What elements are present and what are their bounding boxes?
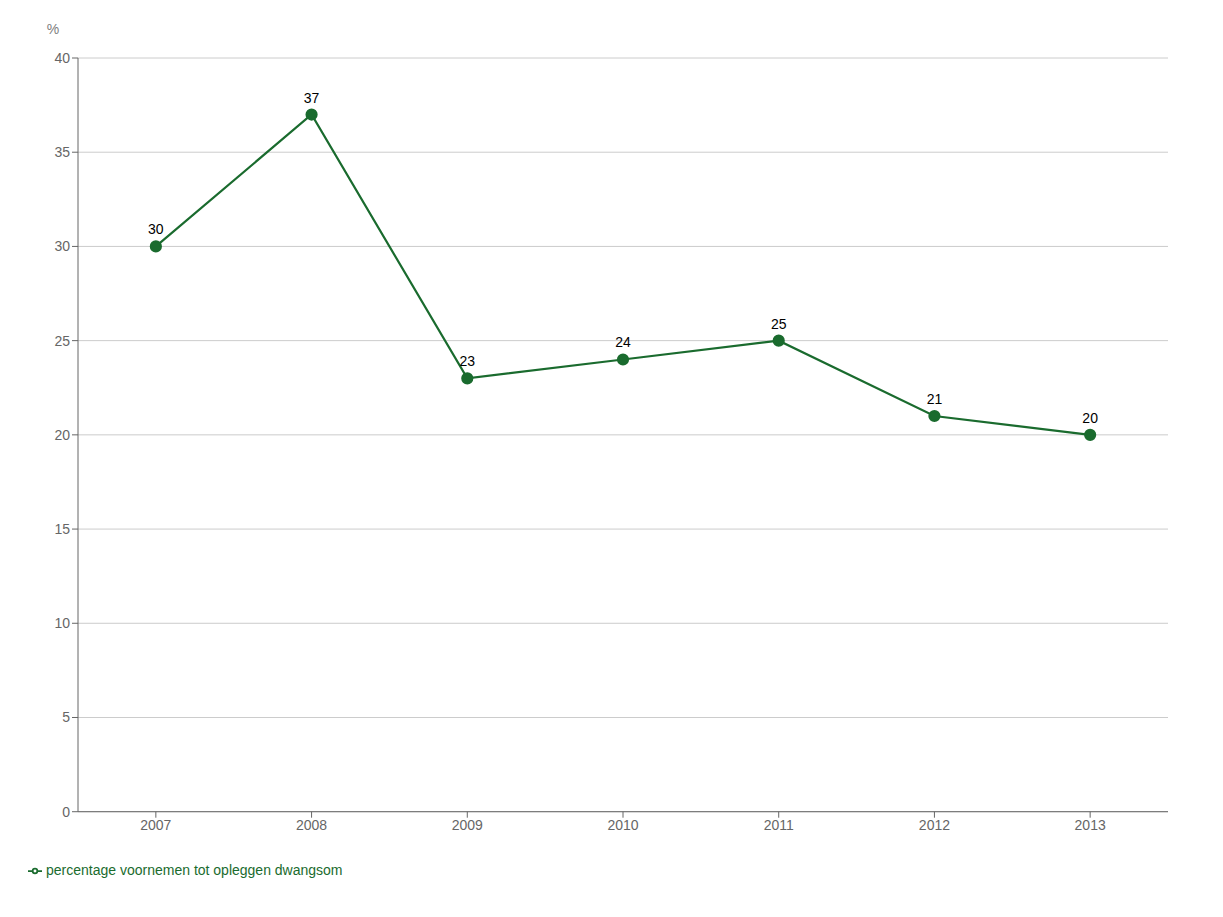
- svg-text:40: 40: [54, 50, 70, 66]
- svg-text:2012: 2012: [919, 817, 950, 833]
- svg-text:2007: 2007: [140, 817, 171, 833]
- svg-text:2008: 2008: [296, 817, 327, 833]
- svg-text:35: 35: [54, 144, 70, 160]
- svg-text:25: 25: [771, 316, 787, 332]
- svg-text:2011: 2011: [764, 817, 794, 833]
- svg-text:5: 5: [62, 709, 70, 725]
- svg-text:2013: 2013: [1075, 817, 1106, 833]
- svg-text:20: 20: [54, 427, 70, 443]
- svg-text:37: 37: [304, 90, 320, 106]
- svg-text:25: 25: [54, 333, 70, 349]
- svg-text:20: 20: [1082, 410, 1098, 426]
- svg-text:30: 30: [54, 238, 70, 254]
- svg-text:0: 0: [62, 804, 70, 820]
- svg-text:21: 21: [927, 391, 943, 407]
- html-text:percentage voornemen tot opleg: percentage voornemen tot opleggen dwangs…: [46, 861, 343, 878]
- svg-text:23: 23: [459, 353, 475, 369]
- svg-text:10: 10: [54, 615, 70, 631]
- svg-text:24: 24: [615, 334, 631, 350]
- svg-text:2009: 2009: [452, 817, 483, 833]
- svg-text:30: 30: [148, 221, 164, 237]
- svg-text:%: %: [47, 21, 59, 37]
- svg-text:15: 15: [54, 521, 70, 537]
- svg-text:2010: 2010: [607, 817, 638, 833]
